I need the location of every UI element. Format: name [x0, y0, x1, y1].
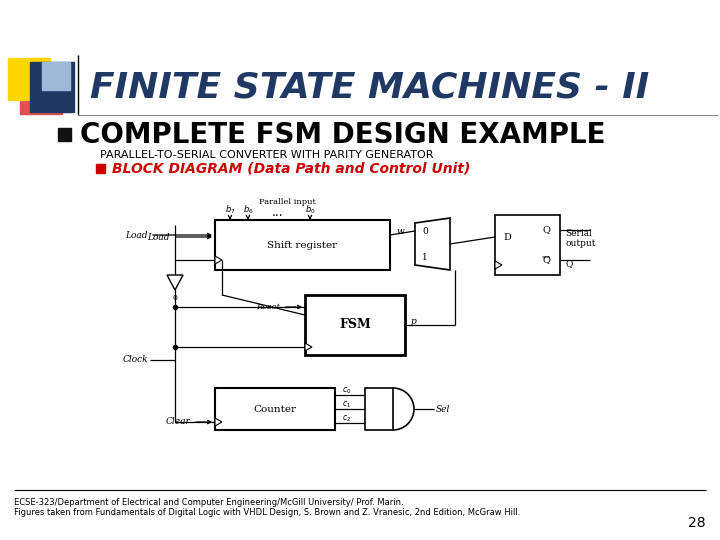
Text: COMPLETE FSM DESIGN EXAMPLE: COMPLETE FSM DESIGN EXAMPLE [80, 121, 606, 149]
Text: output: output [565, 239, 595, 247]
Text: Figures taken from Fundamentals of Digital Logic with VHDL Design, S. Brown and : Figures taken from Fundamentals of Digit… [14, 508, 521, 517]
Bar [215, 220, 390, 270]
Text: ...: ... [272, 206, 284, 219]
Text: $b_0$: $b_0$ [305, 204, 315, 216]
Text: $b_6$: $b_6$ [243, 204, 253, 216]
Text: Serial: Serial [565, 228, 592, 238]
Text: Clear: Clear [166, 417, 190, 427]
Text: Clock: Clock [122, 355, 148, 364]
Text: p: p [410, 316, 416, 326]
Polygon shape [415, 218, 450, 270]
Bar [365, 388, 393, 430]
Text: w: w [396, 226, 404, 235]
Text: $c_0$: $c_0$ [342, 386, 351, 396]
Bar [58, 128, 71, 141]
Text: 1: 1 [422, 253, 428, 261]
Bar [305, 295, 405, 355]
Text: $b_7$: $b_7$ [225, 204, 235, 216]
Text: 0: 0 [422, 226, 428, 235]
Polygon shape [167, 275, 183, 290]
Text: BLOCK DIAGRAM (Data Path and Control Unit): BLOCK DIAGRAM (Data Path and Control Uni… [112, 162, 470, 176]
Text: 0: 0 [173, 294, 177, 302]
Text: Parallel input: Parallel input [259, 198, 316, 206]
Text: Q: Q [565, 260, 572, 268]
Text: D: D [503, 233, 511, 241]
Text: Q: Q [542, 255, 550, 265]
Bar [42, 62, 70, 90]
Text: Load: Load [148, 233, 170, 241]
Polygon shape [215, 418, 222, 426]
Polygon shape [495, 261, 502, 269]
Polygon shape [215, 256, 222, 264]
Bar [20, 72, 62, 114]
Text: Counter: Counter [253, 404, 297, 414]
Bar [8, 58, 50, 100]
Text: $c_2$: $c_2$ [343, 414, 351, 424]
Text: Q: Q [542, 226, 550, 234]
Bar [495, 215, 560, 275]
Bar [30, 62, 74, 112]
Polygon shape [305, 343, 312, 351]
Text: 28: 28 [688, 516, 706, 530]
Text: FSM: FSM [339, 319, 371, 332]
Text: PARALLEL-TO-SERIAL CONVERTER WITH PARITY GENERATOR: PARALLEL-TO-SERIAL CONVERTER WITH PARITY… [100, 150, 433, 160]
Text: FINITE STATE MACHINES - II: FINITE STATE MACHINES - II [90, 71, 649, 105]
Text: ECSE-323/Department of Electrical and Computer Engineering/McGill University/ Pr: ECSE-323/Department of Electrical and Co… [14, 498, 404, 507]
Bar [96, 164, 105, 173]
Text: $c_1$: $c_1$ [343, 400, 351, 410]
Text: Sel: Sel [436, 404, 451, 414]
Text: Reset: Reset [256, 303, 280, 311]
Text: Load: Load [125, 231, 148, 240]
Bar [215, 388, 335, 430]
Text: Shift register: Shift register [267, 240, 338, 249]
